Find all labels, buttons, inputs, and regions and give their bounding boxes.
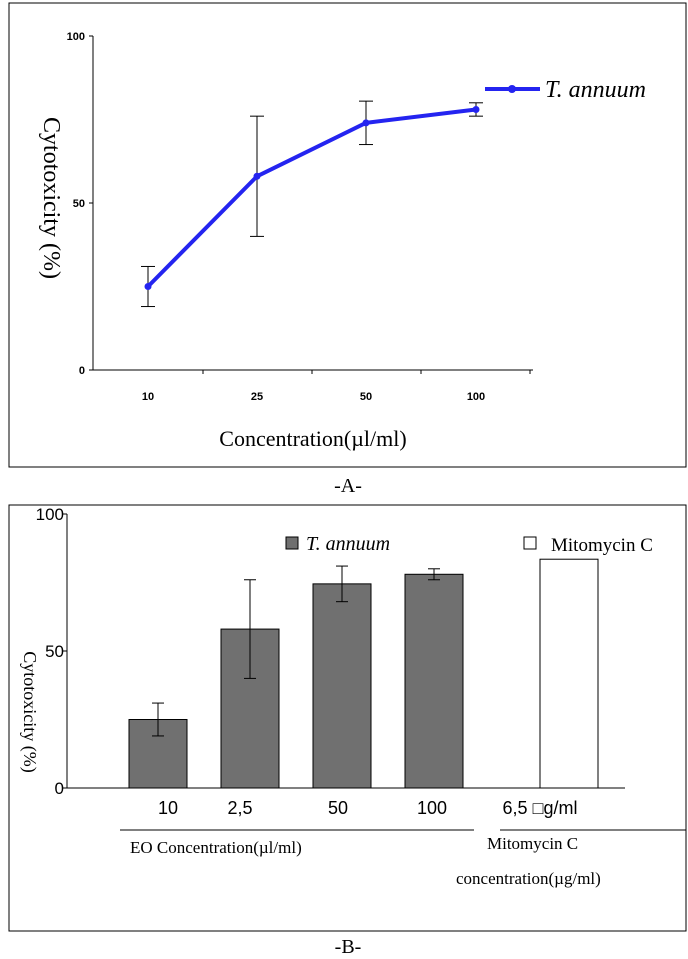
b-y-ticks: 0 50 100 xyxy=(36,505,67,798)
b-y-tick-label: 0 xyxy=(55,779,64,798)
b-x-tick-label: 6,5 □g/ml xyxy=(503,798,578,818)
b-y-axis-label: Cytotoxicity (%) xyxy=(19,651,40,772)
b-legend-label-t-annuum: T. annuum xyxy=(306,533,390,555)
panel-a-frame xyxy=(8,2,687,468)
a-x-tick-label: 10 xyxy=(142,391,154,403)
a-error-bars xyxy=(141,100,483,308)
b-y-tick-label: 100 xyxy=(36,505,64,524)
a-y-ticks: 0 50 100 xyxy=(67,31,93,377)
a-x-tick-label: 50 xyxy=(360,391,372,403)
a-data-point xyxy=(144,283,152,290)
a-data-point xyxy=(472,105,480,113)
a-legend-label: T. annuum xyxy=(545,77,646,103)
b-x-tick-label: 100 xyxy=(417,798,447,818)
b-bar-t-annuum xyxy=(404,573,464,789)
b-bar-t-annuum xyxy=(312,583,372,789)
b-mito-group-label: Mitomycin C concentration(µg/ml) xyxy=(456,834,601,888)
panel-b-caption: -B- xyxy=(335,936,362,958)
panel-a-caption: -A- xyxy=(334,475,362,497)
b-legend: T. annuum Mitomycin C xyxy=(285,533,653,556)
b-legend-label-mitomycin: Mitomycin C xyxy=(551,535,653,556)
a-series-points xyxy=(144,105,480,290)
b-legend-swatch-t-annuum-icon xyxy=(285,536,299,550)
b-eo-group-label: EO Concentration(µl/ml) xyxy=(130,838,302,857)
b-x-tick-label: 2,5 xyxy=(227,798,252,818)
panel-a: 0 50 100 10 25 50 100 Cytotoxicity (%) Concen… xyxy=(8,2,687,468)
b-legend-swatch-mitomycin-icon xyxy=(523,536,537,550)
b-bars xyxy=(128,558,599,789)
a-x-tick-label: 100 xyxy=(467,391,485,403)
a-y-axis-label: Cytotoxicity (%) xyxy=(38,117,64,279)
b-bar-mitomycin xyxy=(539,558,599,789)
panel-b: 0 50 100 10 2,5 50 100 6,5 □g/ml Cytotoxicity … xyxy=(8,504,687,932)
a-x-ticks: 10 25 50 100 xyxy=(142,370,531,403)
b-mito-group-label-line-2: concentration(µg/ml) xyxy=(456,869,601,888)
b-y-tick-label: 50 xyxy=(45,642,64,661)
a-data-point xyxy=(253,172,261,180)
a-x-tick-label: 25 xyxy=(251,391,263,403)
a-y-tick-label: 0 xyxy=(79,365,85,377)
a-legend-marker-icon xyxy=(508,85,516,93)
b-x-tick-labels: 10 2,5 50 100 6,5 □g/ml xyxy=(158,798,577,818)
b-x-tick-label: 50 xyxy=(328,798,348,818)
a-legend: T. annuum xyxy=(485,77,646,103)
a-y-tick-label: 50 xyxy=(73,198,85,210)
a-y-tick-label: 100 xyxy=(67,31,85,43)
a-series-line-t-annuum xyxy=(146,107,477,288)
b-error-bars xyxy=(152,565,440,737)
b-x-tick-label: 10 xyxy=(158,798,178,818)
b-mito-group-label-line-1: Mitomycin C xyxy=(487,834,578,853)
a-data-point xyxy=(362,119,370,127)
panel-b-frame xyxy=(8,504,687,932)
a-x-axis-label: Concentration(µl/ml) xyxy=(219,426,406,451)
